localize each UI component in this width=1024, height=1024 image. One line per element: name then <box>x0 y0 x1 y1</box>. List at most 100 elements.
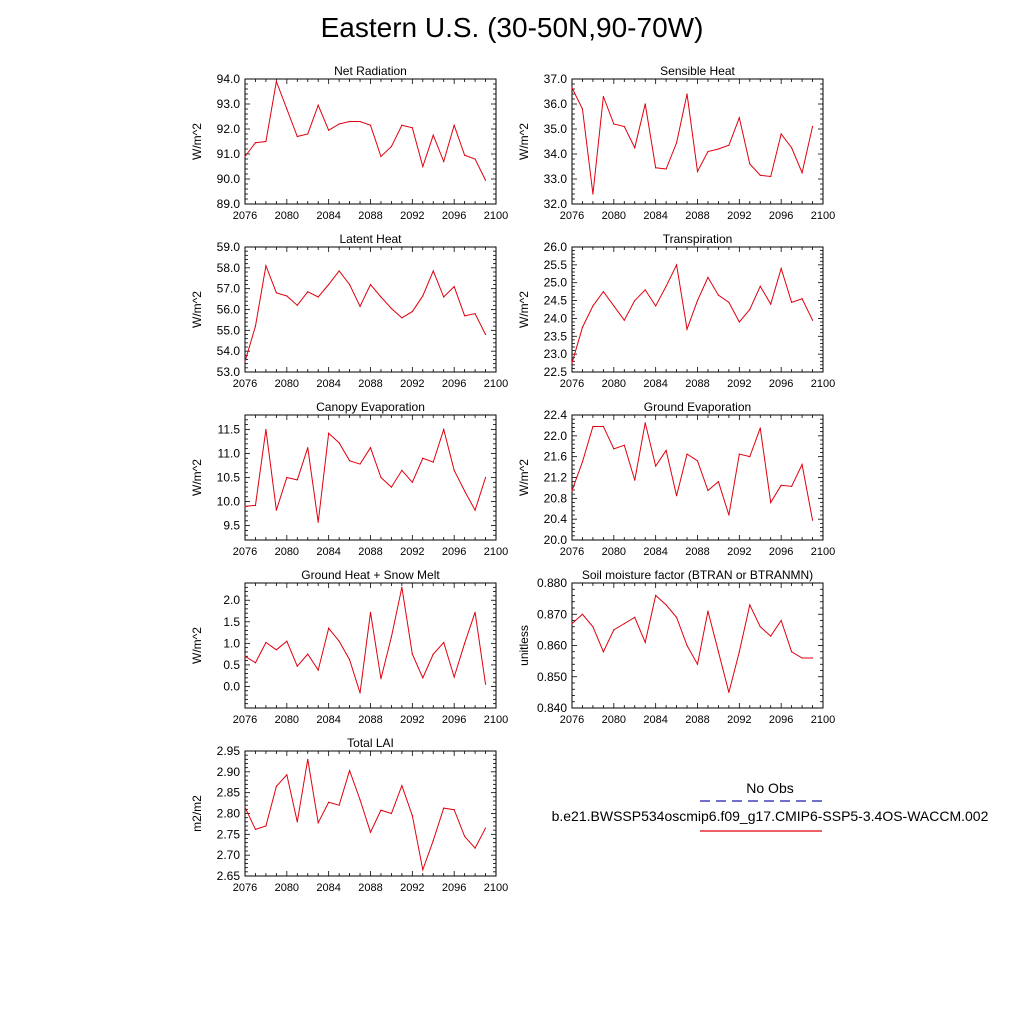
data-point <box>432 653 434 655</box>
data-point <box>686 93 688 95</box>
data-point <box>717 481 720 483</box>
y-tick-label: 2.75 <box>217 827 241 841</box>
data-point <box>348 769 351 772</box>
y-tick-label: 2.65 <box>217 869 241 883</box>
data-point <box>369 124 372 126</box>
data-point <box>592 193 594 195</box>
data-point <box>780 133 782 135</box>
x-tick-label: 2088 <box>358 210 382 222</box>
data-point <box>675 495 678 497</box>
data-point <box>717 651 720 653</box>
data-point <box>655 465 657 467</box>
y-tick-label: 22.4 <box>544 408 568 422</box>
data-point <box>571 489 573 492</box>
data-point <box>380 155 382 158</box>
legend-model-label: b.e21.BWSSP534oscmip6.f09_g17.CMIP6-SSP5… <box>551 808 989 824</box>
data-point <box>275 292 277 294</box>
y-tick-label: 0.0 <box>223 679 240 693</box>
data-point <box>811 319 814 321</box>
data-point <box>696 299 699 302</box>
data-point <box>422 457 424 459</box>
y-tick-label: 54.0 <box>217 344 241 358</box>
data-point <box>296 135 298 138</box>
data-point <box>317 669 319 671</box>
legend-obs-label: No Obs <box>746 780 794 796</box>
data-point <box>254 828 257 830</box>
y-tick-label: 0.850 <box>537 670 567 684</box>
panel-title: Transpiration <box>663 232 733 246</box>
y-tick-label: 22.5 <box>544 365 568 379</box>
plot-frame <box>244 246 497 373</box>
y-tick-label: 2.95 <box>217 744 241 758</box>
x-tick-label: 2092 <box>400 378 424 390</box>
data-point <box>801 298 803 300</box>
data-point <box>286 476 288 479</box>
data-point <box>581 461 584 463</box>
data-point <box>675 264 678 266</box>
data-point <box>401 586 403 588</box>
data-point <box>707 150 709 153</box>
data-point <box>644 422 646 424</box>
x-tick-label: 2100 <box>811 546 835 558</box>
x-tick-label: 2084 <box>316 714 340 726</box>
data-point <box>592 425 594 428</box>
x-tick-label: 2092 <box>727 546 751 558</box>
x-tick-label: 2084 <box>643 546 667 558</box>
data-point <box>675 142 678 144</box>
y-tick-label: 92.0 <box>217 122 241 136</box>
y-tick-label: 53.0 <box>217 365 241 379</box>
y-tick-label: 58.0 <box>217 261 241 275</box>
panel-title: Ground Heat + Snow Melt <box>301 568 440 582</box>
data-point <box>338 270 340 272</box>
data-point <box>369 611 372 613</box>
y-tick-label: 94.0 <box>217 72 241 86</box>
data-point <box>265 265 267 267</box>
y-axis-label: W/m^2 <box>190 459 204 496</box>
data-point <box>317 296 319 298</box>
data-point <box>665 168 667 170</box>
data-point <box>286 295 288 297</box>
x-tick-label: 2100 <box>484 714 508 726</box>
y-tick-label: 0.880 <box>537 576 567 590</box>
y-tick-label: 56.0 <box>217 303 241 317</box>
data-point <box>307 447 309 449</box>
y-tick-label: 21.6 <box>544 450 568 464</box>
data-point <box>244 155 246 158</box>
y-tick-label: 2.80 <box>217 807 241 821</box>
x-tick-label: 2096 <box>442 210 466 222</box>
data-point <box>443 807 445 809</box>
y-tick-label: 26.0 <box>544 240 568 254</box>
data-point <box>359 799 361 801</box>
data-point <box>759 285 761 287</box>
x-tick-label: 2088 <box>358 546 382 558</box>
data-point <box>254 325 257 327</box>
data-point <box>801 657 803 659</box>
data-point <box>422 295 424 297</box>
x-tick-label: 2076 <box>560 378 584 390</box>
x-tick-label: 2084 <box>316 378 340 390</box>
data-point <box>811 125 814 128</box>
y-axis-label: W/m^2 <box>190 123 204 160</box>
data-point <box>244 505 246 507</box>
plot-frame <box>244 750 497 877</box>
y-axis-label: W/m^2 <box>517 123 531 160</box>
data-point <box>738 453 740 455</box>
data-point <box>380 476 382 479</box>
panel-7: Soil moisture factor (BTRAN or BTRANMN) u… <box>517 568 835 726</box>
data-point <box>738 117 740 119</box>
panel-8: Total LAI m2/m2 2076 2080 2084 2088 2092 2096 21… <box>190 736 508 894</box>
plot-frame <box>571 582 824 709</box>
data-point <box>380 809 382 811</box>
data-point <box>338 804 340 806</box>
data-point <box>275 509 277 511</box>
data-point <box>464 835 466 838</box>
data-point <box>707 489 709 492</box>
panel-2: Latent Heat W/m^2 2076 2080 2084 2088 2092 2096… <box>190 232 508 390</box>
data-point <box>317 521 319 523</box>
x-tick-label: 2084 <box>316 882 340 894</box>
data-point <box>307 133 309 135</box>
y-tick-label: 0.5 <box>223 658 240 672</box>
plot-frame <box>571 246 824 373</box>
panel-0: Net Radiation W/m^2 2076 2080 2084 2088 2092 20… <box>190 64 508 222</box>
y-tick-label: 0.840 <box>537 701 567 715</box>
